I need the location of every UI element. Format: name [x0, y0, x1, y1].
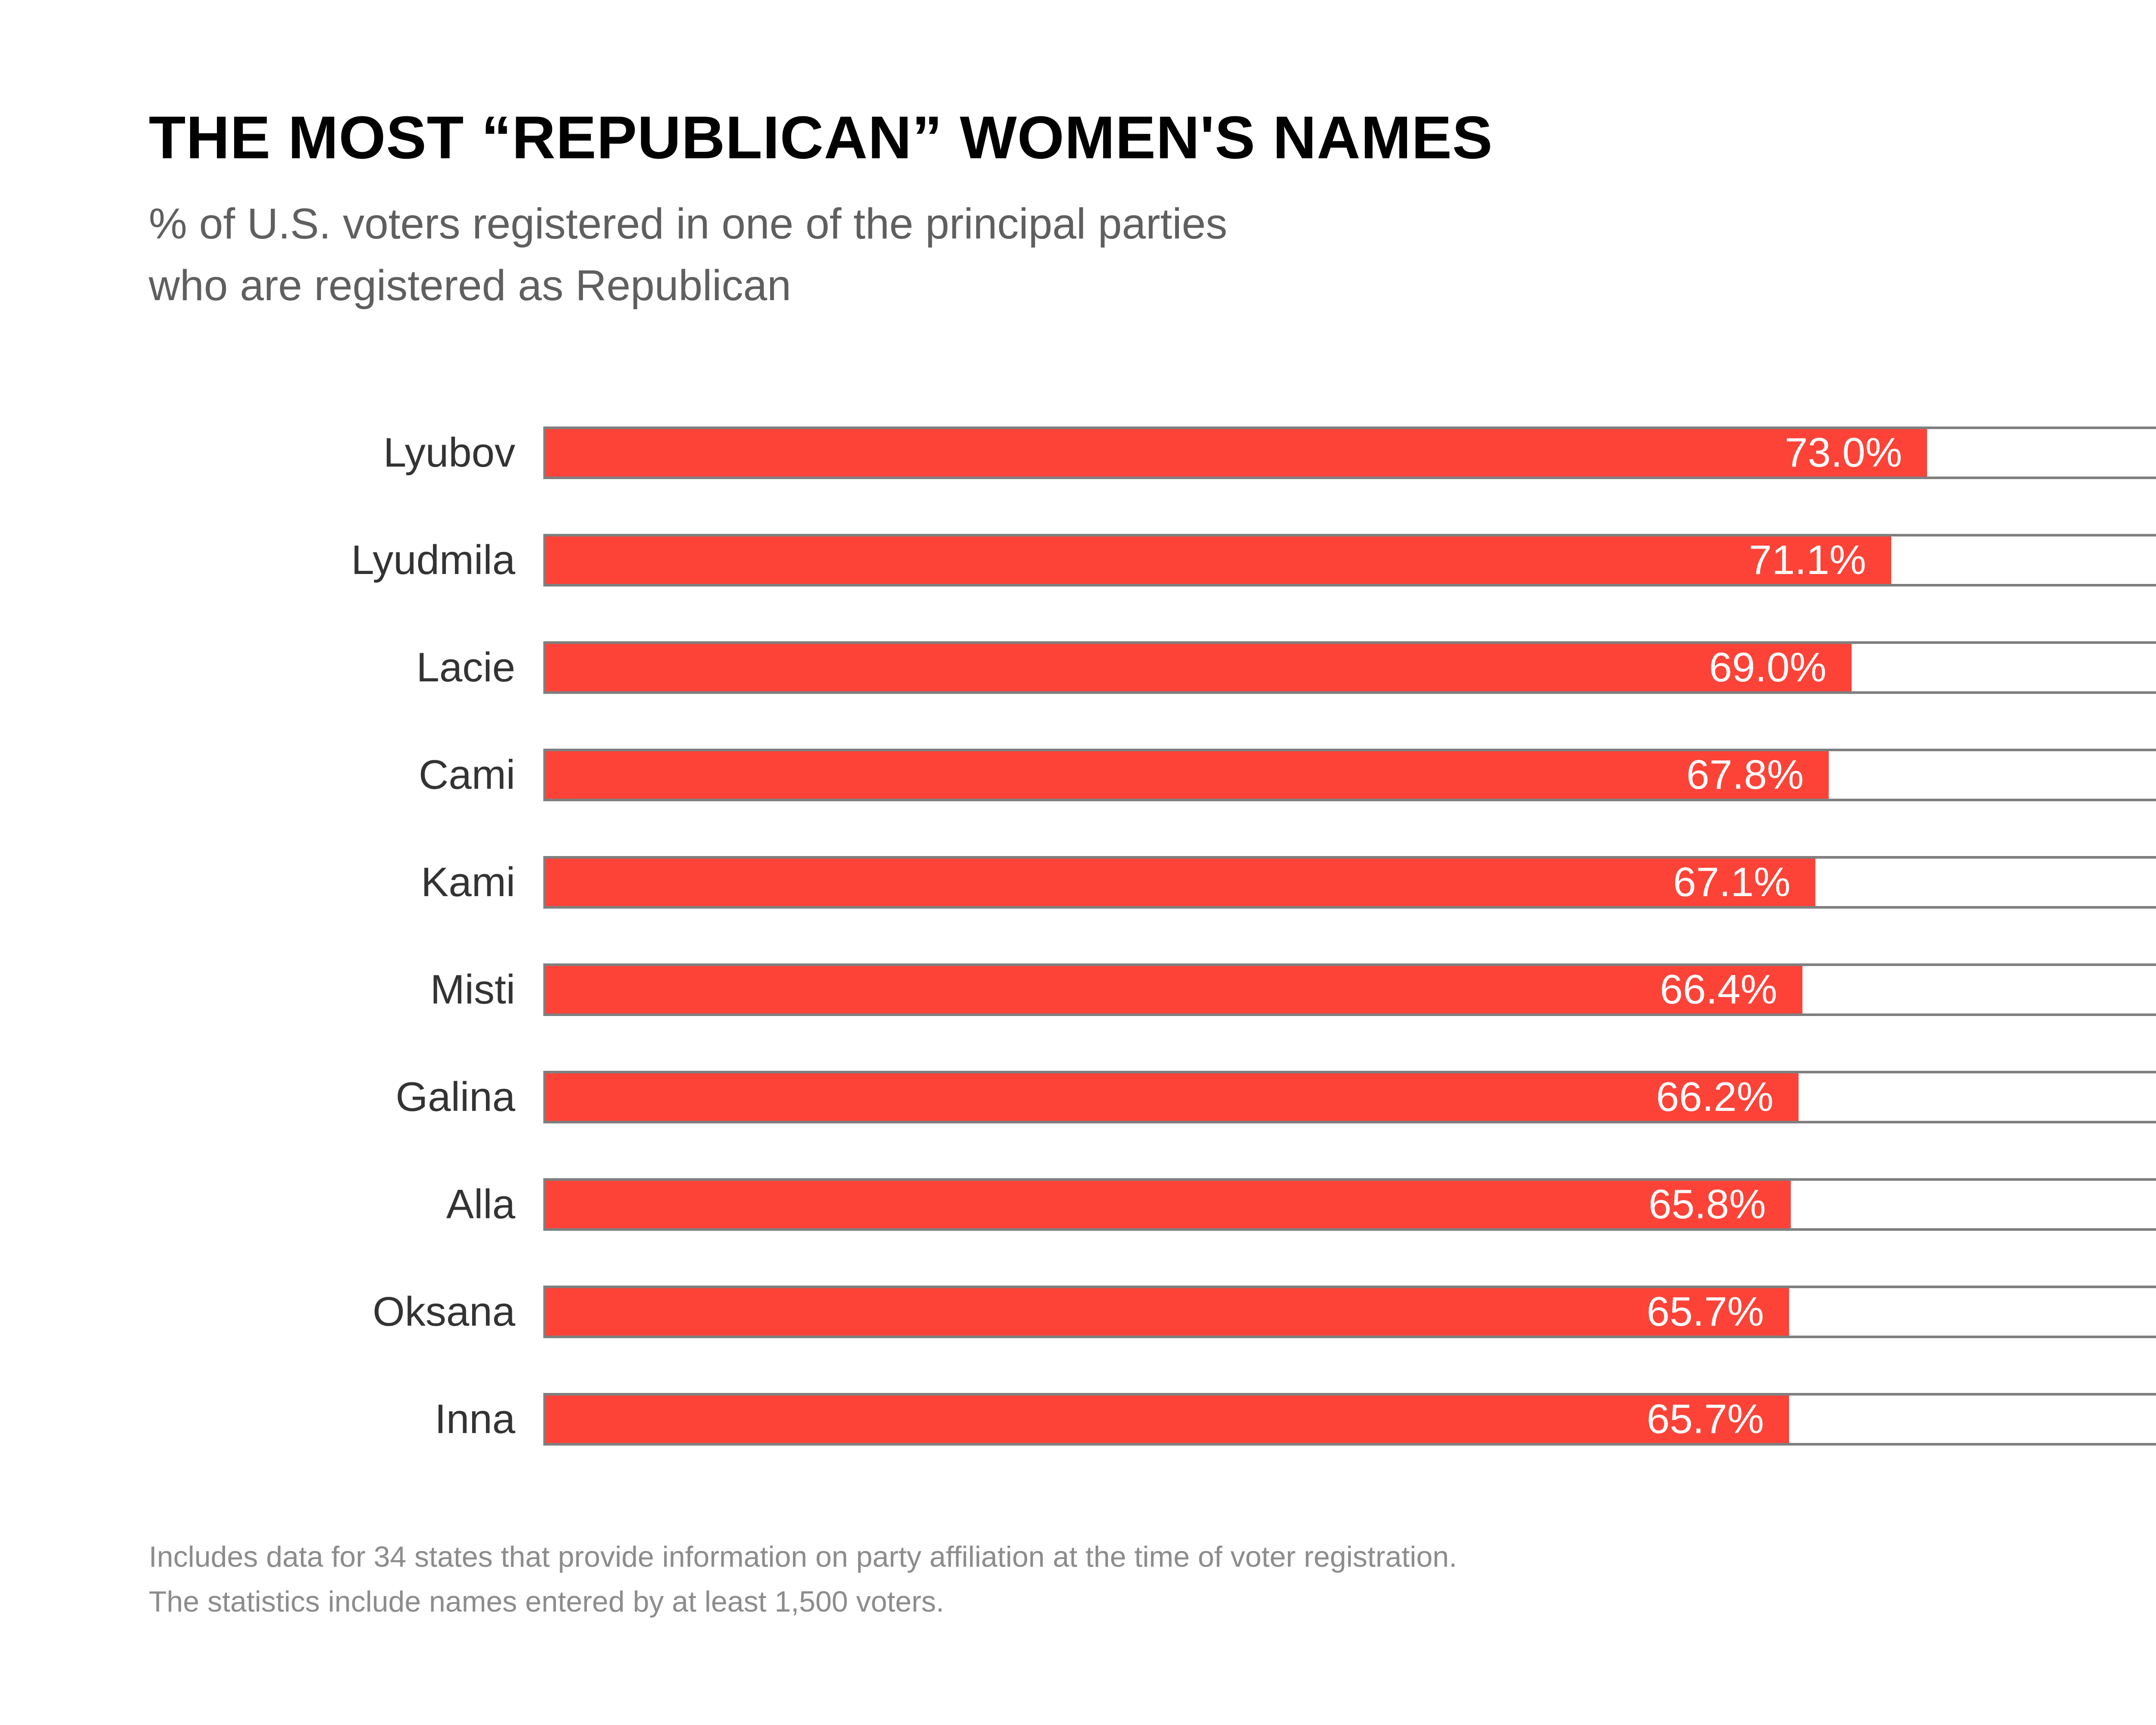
bar-value-label: 67.1% [1673, 859, 1791, 905]
bar-fill: 67.8% [546, 751, 1829, 799]
bar-track: 67.1% [543, 856, 2156, 909]
bar-category-label: Cami [418, 752, 515, 798]
bar-track: 65.7% [543, 1286, 2156, 1338]
bar-category-label: Galina [395, 1074, 516, 1120]
bar-fill: 66.2% [546, 1073, 1799, 1121]
bar-track: 66.4% [543, 963, 2156, 1016]
footnote-line2: The statistics include names entered by … [149, 1585, 944, 1618]
bar-category-label: Misti [430, 966, 515, 1013]
bar-fill: 71.1% [546, 536, 1891, 584]
bar-value-label: 67.8% [1686, 752, 1804, 798]
bar-track: 67.8% [543, 749, 2156, 801]
bar-value-label: 73.0% [1785, 430, 1902, 476]
chart-subtitle-line1: % of U.S. voters registered in one of th… [149, 200, 1228, 248]
bar-row: Cami 67.8% [0, 749, 2156, 801]
bar-value-label: 65.8% [1648, 1181, 1766, 1227]
bar-category-label: Kami [421, 859, 515, 905]
bar-category-label: Oksana [373, 1289, 515, 1335]
bar-category-label: Lacie [416, 644, 516, 690]
bar-row: Misti 66.4% [0, 963, 2156, 1016]
footnote: Includes data for 34 states that provide… [149, 1534, 1457, 1624]
bar-fill: 66.4% [546, 966, 1802, 1013]
bar-value-label: 65.7% [1646, 1289, 1764, 1335]
chart-subtitle-line2: who are registered as Republican [149, 261, 791, 310]
bar-track: 73.0% [543, 427, 2156, 479]
bar-track: 65.8% [543, 1178, 2156, 1231]
bar-category-label: Inna [435, 1396, 515, 1442]
bar-category-label: Alla [446, 1181, 515, 1227]
bar-row: Alla 65.8% [0, 1178, 2156, 1231]
bar-row: Oksana 65.7% [0, 1286, 2156, 1338]
bar-value-label: 66.4% [1660, 966, 1777, 1013]
bar-value-label: 69.0% [1709, 644, 1827, 690]
bar-row: Lyudmila 71.1% [0, 534, 2156, 586]
footnote-line1: Includes data for 34 states that provide… [149, 1540, 1457, 1573]
bar-track: 71.1% [543, 534, 2156, 586]
bar-fill: 73.0% [546, 429, 1927, 477]
bar-fill: 65.7% [546, 1396, 1789, 1443]
bar-value-label: 65.7% [1646, 1396, 1764, 1442]
chart-title: THE MOST “REPUBLICAN” WOMEN'S NAMES [149, 104, 1493, 171]
bar-track: 66.2% [543, 1071, 2156, 1123]
chart-subtitle: % of U.S. voters registered in one of th… [149, 193, 1227, 317]
bar-category-label: Lyubov [383, 430, 515, 476]
bar-track: 69.0% [543, 641, 2156, 694]
bar-row: Kami 67.1% [0, 856, 2156, 909]
bar-row: Lyubov 73.0% [0, 427, 2156, 479]
bar-row: Galina 66.2% [0, 1071, 2156, 1123]
bar-row: Lacie 69.0% [0, 641, 2156, 694]
bar-fill: 65.8% [546, 1181, 1791, 1228]
bar-fill: 67.1% [546, 859, 1816, 906]
bar-row: Inna 65.7% [0, 1393, 2156, 1446]
bar-category-label: Lyudmila [351, 537, 515, 583]
bar-fill: 65.7% [546, 1288, 1789, 1336]
bar-track: 65.7% [543, 1393, 2156, 1446]
bar-fill: 69.0% [546, 644, 1852, 691]
bar-value-label: 71.1% [1749, 537, 1866, 583]
bar-value-label: 66.2% [1656, 1074, 1774, 1120]
